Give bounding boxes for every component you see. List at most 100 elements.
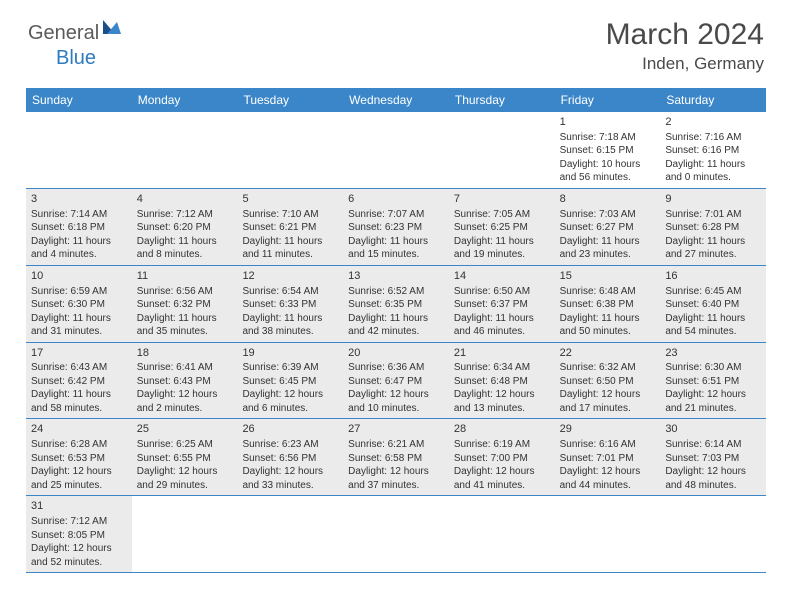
sunset-label: Sunset: 6:55 PM bbox=[137, 452, 233, 466]
daylight-label: Daylight: 11 hours and 15 minutes. bbox=[348, 235, 444, 262]
daylight-label: Daylight: 10 hours and 56 minutes. bbox=[560, 158, 656, 185]
day-number: 24 bbox=[31, 422, 127, 437]
daylight-label: Daylight: 11 hours and 50 minutes. bbox=[560, 312, 656, 339]
daylight-label: Daylight: 11 hours and 46 minutes. bbox=[454, 312, 550, 339]
day-cell: 4Sunrise: 7:12 AMSunset: 6:20 PMDaylight… bbox=[132, 189, 238, 265]
day-number: 14 bbox=[454, 269, 550, 284]
daylight-label: Daylight: 11 hours and 42 minutes. bbox=[348, 312, 444, 339]
logo-subtext: Blue bbox=[28, 47, 96, 70]
week-row: 17Sunrise: 6:43 AMSunset: 6:42 PMDayligh… bbox=[26, 343, 766, 420]
header: General March 2024 Inden, Germany bbox=[0, 0, 792, 82]
empty-cell bbox=[237, 496, 343, 572]
daylight-label: Daylight: 11 hours and 11 minutes. bbox=[242, 235, 338, 262]
sunset-label: Sunset: 6:15 PM bbox=[560, 144, 656, 158]
sunrise-label: Sunrise: 6:30 AM bbox=[665, 361, 761, 375]
sunrise-label: Sunrise: 6:32 AM bbox=[560, 361, 656, 375]
day-number: 11 bbox=[137, 269, 233, 284]
sunrise-label: Sunrise: 6:36 AM bbox=[348, 361, 444, 375]
day-header-cell: Friday bbox=[555, 88, 661, 112]
sunset-label: Sunset: 6:47 PM bbox=[348, 375, 444, 389]
daylight-label: Daylight: 12 hours and 25 minutes. bbox=[31, 465, 127, 492]
week-row: 3Sunrise: 7:14 AMSunset: 6:18 PMDaylight… bbox=[26, 189, 766, 266]
sunset-label: Sunset: 6:38 PM bbox=[560, 298, 656, 312]
daylight-label: Daylight: 12 hours and 2 minutes. bbox=[137, 388, 233, 415]
sunrise-label: Sunrise: 6:56 AM bbox=[137, 285, 233, 299]
day-number: 26 bbox=[242, 422, 338, 437]
sunrise-label: Sunrise: 6:28 AM bbox=[31, 438, 127, 452]
sunrise-label: Sunrise: 6:14 AM bbox=[665, 438, 761, 452]
sunrise-label: Sunrise: 6:19 AM bbox=[454, 438, 550, 452]
sunset-label: Sunset: 7:00 PM bbox=[454, 452, 550, 466]
sunset-label: Sunset: 6:32 PM bbox=[137, 298, 233, 312]
daylight-label: Daylight: 11 hours and 27 minutes. bbox=[665, 235, 761, 262]
day-number: 2 bbox=[665, 115, 761, 130]
sunset-label: Sunset: 8:05 PM bbox=[31, 529, 127, 543]
day-number: 5 bbox=[242, 192, 338, 207]
sunset-label: Sunset: 6:56 PM bbox=[242, 452, 338, 466]
daylight-label: Daylight: 12 hours and 52 minutes. bbox=[31, 542, 127, 569]
sunrise-label: Sunrise: 6:54 AM bbox=[242, 285, 338, 299]
day-cell: 12Sunrise: 6:54 AMSunset: 6:33 PMDayligh… bbox=[237, 266, 343, 342]
location-label: Inden, Germany bbox=[606, 54, 764, 74]
daylight-label: Daylight: 11 hours and 0 minutes. bbox=[665, 158, 761, 185]
day-number: 28 bbox=[454, 422, 550, 437]
week-row: 31Sunrise: 7:12 AMSunset: 8:05 PMDayligh… bbox=[26, 496, 766, 573]
empty-cell bbox=[449, 112, 555, 188]
empty-cell bbox=[132, 496, 238, 572]
empty-cell bbox=[237, 112, 343, 188]
day-header-cell: Sunday bbox=[26, 88, 132, 112]
empty-cell bbox=[132, 112, 238, 188]
day-cell: 21Sunrise: 6:34 AMSunset: 6:48 PMDayligh… bbox=[449, 343, 555, 419]
daylight-label: Daylight: 11 hours and 54 minutes. bbox=[665, 312, 761, 339]
sunrise-label: Sunrise: 6:34 AM bbox=[454, 361, 550, 375]
day-number: 18 bbox=[137, 346, 233, 361]
sunset-label: Sunset: 6:21 PM bbox=[242, 221, 338, 235]
day-cell: 30Sunrise: 6:14 AMSunset: 7:03 PMDayligh… bbox=[660, 419, 766, 495]
day-cell: 8Sunrise: 7:03 AMSunset: 6:27 PMDaylight… bbox=[555, 189, 661, 265]
sunrise-label: Sunrise: 7:01 AM bbox=[665, 208, 761, 222]
sunrise-label: Sunrise: 6:23 AM bbox=[242, 438, 338, 452]
sunset-label: Sunset: 6:25 PM bbox=[454, 221, 550, 235]
daylight-label: Daylight: 12 hours and 10 minutes. bbox=[348, 388, 444, 415]
sunrise-label: Sunrise: 6:52 AM bbox=[348, 285, 444, 299]
day-cell: 19Sunrise: 6:39 AMSunset: 6:45 PMDayligh… bbox=[237, 343, 343, 419]
empty-cell bbox=[26, 112, 132, 188]
empty-cell bbox=[343, 112, 449, 188]
daylight-label: Daylight: 12 hours and 6 minutes. bbox=[242, 388, 338, 415]
empty-cell bbox=[660, 496, 766, 572]
day-number: 19 bbox=[242, 346, 338, 361]
day-number: 4 bbox=[137, 192, 233, 207]
day-number: 27 bbox=[348, 422, 444, 437]
sunrise-label: Sunrise: 6:21 AM bbox=[348, 438, 444, 452]
sunrise-label: Sunrise: 7:12 AM bbox=[31, 515, 127, 529]
day-number: 9 bbox=[665, 192, 761, 207]
day-header-cell: Thursday bbox=[449, 88, 555, 112]
sunset-label: Sunset: 6:40 PM bbox=[665, 298, 761, 312]
daylight-label: Daylight: 12 hours and 37 minutes. bbox=[348, 465, 444, 492]
day-cell: 11Sunrise: 6:56 AMSunset: 6:32 PMDayligh… bbox=[132, 266, 238, 342]
logo: General bbox=[28, 18, 123, 48]
day-cell: 20Sunrise: 6:36 AMSunset: 6:47 PMDayligh… bbox=[343, 343, 449, 419]
day-cell: 1Sunrise: 7:18 AMSunset: 6:15 PMDaylight… bbox=[555, 112, 661, 188]
logo-sail-icon bbox=[101, 18, 123, 42]
daylight-label: Daylight: 11 hours and 38 minutes. bbox=[242, 312, 338, 339]
day-number: 13 bbox=[348, 269, 444, 284]
day-cell: 27Sunrise: 6:21 AMSunset: 6:58 PMDayligh… bbox=[343, 419, 449, 495]
sunset-label: Sunset: 6:20 PM bbox=[137, 221, 233, 235]
sunrise-label: Sunrise: 7:03 AM bbox=[560, 208, 656, 222]
sunrise-label: Sunrise: 7:16 AM bbox=[665, 131, 761, 145]
sunrise-label: Sunrise: 7:14 AM bbox=[31, 208, 127, 222]
daylight-label: Daylight: 12 hours and 29 minutes. bbox=[137, 465, 233, 492]
sunset-label: Sunset: 6:16 PM bbox=[665, 144, 761, 158]
sunrise-label: Sunrise: 6:39 AM bbox=[242, 361, 338, 375]
sunset-label: Sunset: 6:35 PM bbox=[348, 298, 444, 312]
day-header-cell: Tuesday bbox=[237, 88, 343, 112]
day-cell: 18Sunrise: 6:41 AMSunset: 6:43 PMDayligh… bbox=[132, 343, 238, 419]
day-number: 30 bbox=[665, 422, 761, 437]
day-cell: 26Sunrise: 6:23 AMSunset: 6:56 PMDayligh… bbox=[237, 419, 343, 495]
day-number: 8 bbox=[560, 192, 656, 207]
sunset-label: Sunset: 6:58 PM bbox=[348, 452, 444, 466]
sunset-label: Sunset: 6:43 PM bbox=[137, 375, 233, 389]
day-number: 29 bbox=[560, 422, 656, 437]
day-header-cell: Monday bbox=[132, 88, 238, 112]
